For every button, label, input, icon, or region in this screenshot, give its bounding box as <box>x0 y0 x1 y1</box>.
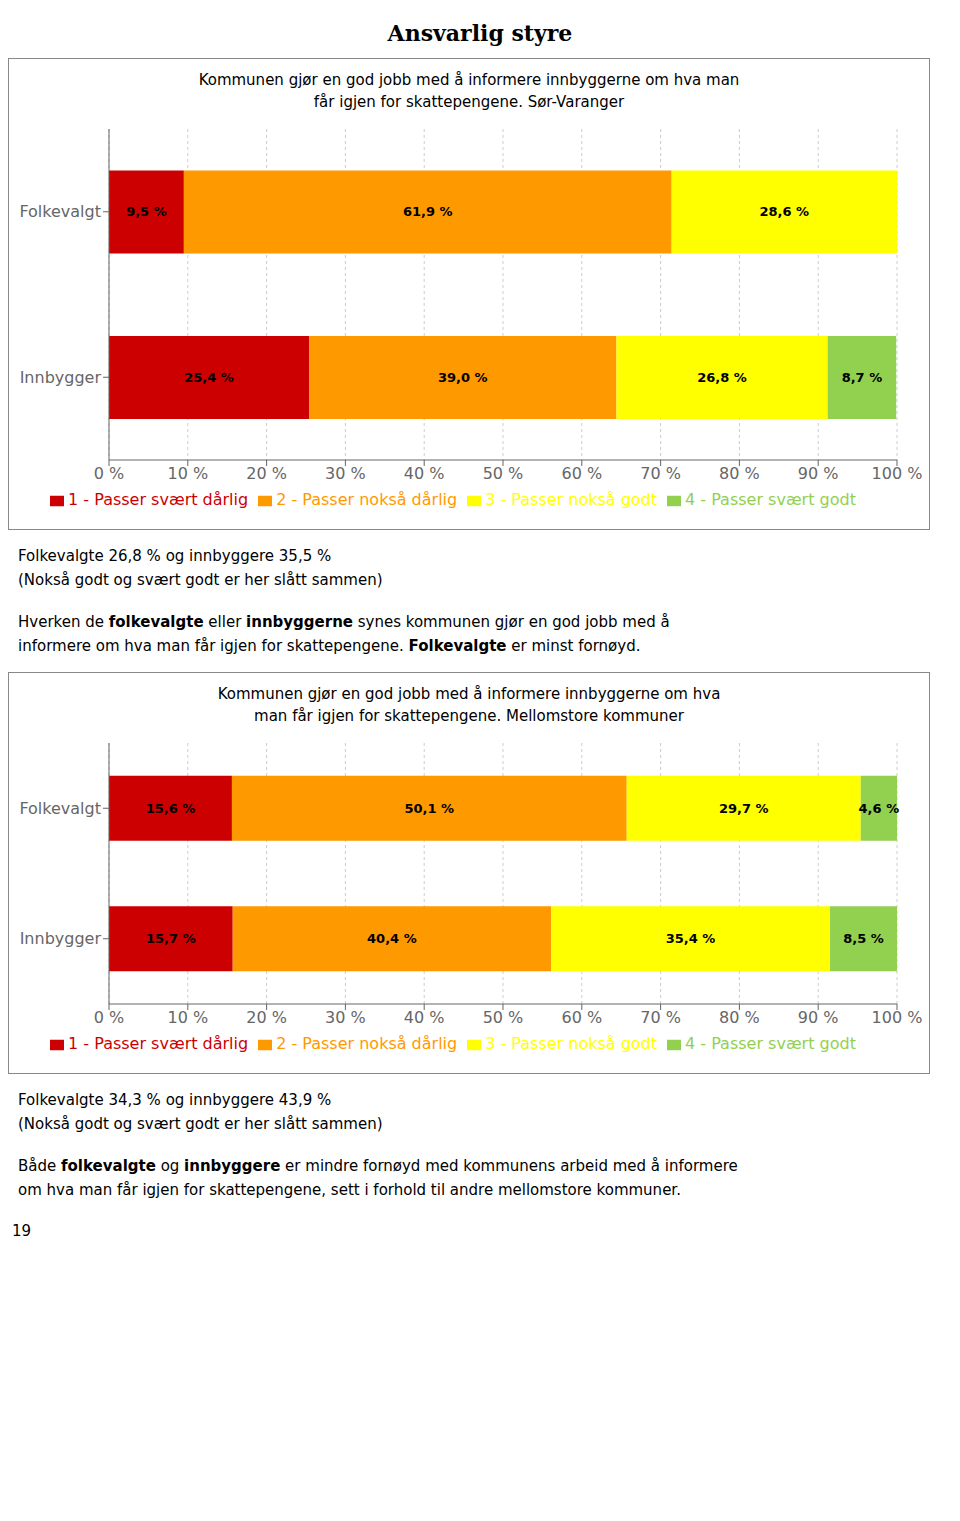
html-text:Ansvarlig styre: Ansvarlig styre <box>387 20 573 46</box>
html-text:2 - Passer nokså dårlig: 2 - Passer nokså dårlig <box>276 490 458 509</box>
html-text:om hva man får igjen for skatt: om hva man får igjen for skattepengene, … <box>18 1181 681 1199</box>
html-text:3 - Passer nokså godt: 3 - Passer nokså godt <box>485 490 657 509</box>
svg-text:28,6 %: 28,6 % <box>759 204 809 219</box>
svg-text:80 %: 80 % <box>719 464 760 483</box>
svg-text:4,6 %: 4,6 % <box>859 801 900 816</box>
svg-text:80 %: 80 % <box>719 1008 760 1027</box>
svg-text:70 %: 70 % <box>640 464 681 483</box>
svg-text:Innbygger: Innbygger <box>20 368 102 387</box>
html-text:Hverken de folkevalgte eller i: Hverken de folkevalgte eller innbyggerne… <box>18 613 670 631</box>
svg-text:60 %: 60 % <box>561 1008 602 1027</box>
svg-text:50 %: 50 % <box>483 464 524 483</box>
svg-text:20 %: 20 % <box>246 1008 287 1027</box>
html-text:man får igjen for skattepengen: man får igjen for skattepengene. Melloms… <box>254 707 684 725</box>
html-text:4 - Passer svært godt: 4 - Passer svært godt <box>685 490 856 509</box>
html-text:1 - Passer svært dårlig: 1 - Passer svært dårlig <box>68 1034 249 1053</box>
html-text:4 - Passer svært godt: 4 - Passer svært godt <box>685 1034 856 1053</box>
svg-text:25,4 %: 25,4 % <box>184 370 234 385</box>
svg-text:8,7 %: 8,7 % <box>842 370 883 385</box>
svg-text:100 %: 100 % <box>872 1008 923 1027</box>
svg-text:50,1 %: 50,1 % <box>405 801 455 816</box>
svg-text:29,7 %: 29,7 % <box>719 801 769 816</box>
svg-text:10 %: 10 % <box>167 1008 208 1027</box>
html-text:Folkevalgte 26,8 % og innbygge: Folkevalgte 26,8 % og innbyggere 35,5 % <box>18 547 332 565</box>
svg-text:8,5 %: 8,5 % <box>843 931 884 946</box>
svg-text:10 %: 10 % <box>167 464 208 483</box>
svg-text:15,7 %: 15,7 % <box>146 931 196 946</box>
svg-text:0 %: 0 % <box>94 1008 124 1027</box>
svg-text:100 %: 100 % <box>872 464 923 483</box>
html-text:Folkevalgte 34,3 % og innbygge: Folkevalgte 34,3 % og innbyggere 43,9 % <box>18 1091 332 1109</box>
html-text:får igjen for skattepengene. S: får igjen for skattepengene. Sør-Varange… <box>313 93 625 111</box>
svg-text:39,0 %: 39,0 % <box>438 370 488 385</box>
svg-text:9,5 %: 9,5 % <box>126 204 167 219</box>
svg-text:Folkevalgt: Folkevalgt <box>19 202 101 221</box>
svg-text:0 %: 0 % <box>94 464 124 483</box>
svg-text:35,4 %: 35,4 % <box>666 931 716 946</box>
svg-text:70 %: 70 % <box>640 1008 681 1027</box>
svg-text:Innbygger: Innbygger <box>20 929 102 948</box>
svg-text:15,6 %: 15,6 % <box>146 801 196 816</box>
html-text:Kommunen gjør en god jobb med: Kommunen gjør en god jobb med å informer… <box>217 685 721 703</box>
html-text:Både folkevalgte og innbyggere: Både folkevalgte og innbyggere er mindre… <box>18 1157 738 1175</box>
svg-text:61,9 %: 61,9 % <box>403 204 453 219</box>
svg-text:26,8 %: 26,8 % <box>697 370 747 385</box>
html-text:2 - Passer nokså dårlig: 2 - Passer nokså dårlig <box>276 1034 458 1053</box>
html-text:informere om hva man får igjen: informere om hva man får igjen for skatt… <box>18 637 641 655</box>
svg-text:Folkevalgt: Folkevalgt <box>19 799 101 818</box>
svg-text:40,4 %: 40,4 % <box>367 931 417 946</box>
html-text:3 - Passer nokså godt: 3 - Passer nokså godt <box>485 1034 657 1053</box>
svg-text:50 %: 50 % <box>483 1008 524 1027</box>
svg-text:60 %: 60 % <box>561 464 602 483</box>
svg-text:40 %: 40 % <box>404 1008 445 1027</box>
html-text:1 - Passer svært dårlig: 1 - Passer svært dårlig <box>68 490 249 509</box>
svg-text:90 %: 90 % <box>798 1008 839 1027</box>
svg-text:40 %: 40 % <box>404 464 445 483</box>
svg-text:20 %: 20 % <box>246 464 287 483</box>
svg-text:30 %: 30 % <box>325 464 366 483</box>
html-text:Kommunen gjør en god jobb med: Kommunen gjør en god jobb med å informer… <box>198 71 740 89</box>
svg-text:30 %: 30 % <box>325 1008 366 1027</box>
html-text:(Nokså godt og svært godt er h: (Nokså godt og svært godt er her slått s… <box>18 571 383 589</box>
html-text:(Nokså godt og svært godt er h: (Nokså godt og svært godt er her slått s… <box>18 1115 383 1133</box>
svg-text:90 %: 90 % <box>798 464 839 483</box>
html-text:19: 19 <box>12 1222 32 1240</box>
